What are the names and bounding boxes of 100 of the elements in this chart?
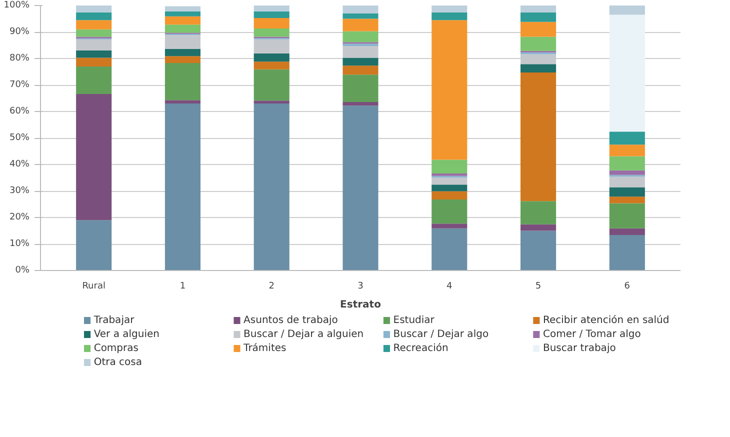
bar	[520, 224, 556, 231]
bar	[76, 66, 112, 94]
legend-label: Buscar trabajo	[542, 343, 616, 354]
bar	[432, 177, 468, 185]
x-tick-label: 2	[268, 282, 274, 292]
legend-label: Recibir atención en salúd	[542, 315, 670, 326]
bar	[254, 104, 290, 270]
bar	[164, 100, 200, 104]
bar	[76, 6, 112, 12]
legend-label: Comer / Tomar algo	[542, 329, 641, 340]
bar	[254, 69, 290, 101]
bar	[254, 6, 290, 12]
x-tick-label: 3	[358, 282, 364, 292]
bar	[609, 14, 645, 132]
bar	[432, 199, 468, 224]
bar	[164, 11, 200, 16]
x-tick-label: 1	[180, 282, 186, 292]
bar	[520, 12, 556, 22]
bar	[432, 20, 468, 160]
bar	[609, 144, 645, 156]
y-tick-label: 20%	[9, 212, 30, 222]
bar	[432, 191, 468, 200]
bar	[164, 6, 200, 12]
bar	[254, 39, 290, 54]
bar	[164, 104, 200, 270]
x-tick-label: 6	[624, 282, 630, 292]
bar	[342, 74, 378, 102]
bar	[432, 224, 468, 228]
y-tick-label: 70%	[9, 80, 30, 90]
bar	[342, 58, 378, 66]
legend-label: Trabajar	[92, 315, 136, 326]
bar	[609, 203, 645, 228]
bar	[609, 196, 645, 204]
bar	[432, 6, 468, 12]
x-tick-label: 4	[446, 282, 453, 292]
bar	[342, 44, 378, 46]
bar	[432, 12, 468, 20]
bar	[432, 184, 468, 192]
y-tick-label: 40%	[9, 160, 30, 170]
x-axis-title: Estrato	[340, 300, 382, 310]
legend-label: Ver a alguien	[94, 329, 160, 340]
legend-label: Asuntos de trabajo	[244, 315, 338, 326]
bar	[76, 20, 112, 30]
bar	[342, 6, 378, 14]
y-tick-label: 0%	[15, 266, 30, 276]
bar	[609, 176, 645, 188]
bar	[432, 160, 468, 174]
legend-label: Buscar / Dejar algo	[393, 329, 489, 340]
y-tick-label: 60%	[9, 106, 30, 116]
legend-label: Otra cosa	[94, 357, 142, 368]
bar	[609, 187, 645, 197]
bar	[254, 53, 290, 62]
bar	[342, 13, 378, 19]
y-tick-label: 30%	[9, 186, 30, 196]
bar	[342, 66, 378, 75]
bar	[164, 48, 200, 56]
bar	[76, 12, 112, 20]
bar	[609, 132, 645, 145]
bar	[164, 35, 200, 49]
bar	[76, 220, 112, 270]
bar	[609, 170, 645, 175]
bar	[76, 29, 112, 37]
bar	[254, 62, 290, 70]
bar	[76, 58, 112, 66]
y-tick-label: 90%	[9, 27, 30, 37]
legend-label: Recreación	[393, 343, 448, 354]
bar	[342, 18, 378, 32]
bar	[342, 46, 378, 58]
bar	[520, 22, 556, 37]
bar	[342, 31, 378, 42]
bar	[164, 24, 200, 33]
bar	[520, 72, 556, 202]
bar	[609, 6, 645, 15]
legend-label: Buscar / Dejar a alguien	[244, 329, 364, 340]
legend-label: Compras	[94, 343, 138, 354]
bar	[609, 156, 645, 170]
bar	[254, 28, 290, 37]
x-tick-label: 5	[535, 282, 542, 292]
y-tick-label: 80%	[9, 54, 30, 64]
bar	[164, 56, 200, 64]
bar	[164, 63, 200, 100]
bar	[76, 39, 112, 51]
bar	[609, 228, 645, 235]
bar	[520, 230, 556, 270]
y-tick-label: 50%	[9, 133, 30, 143]
legend-label: Estudiar	[393, 315, 436, 326]
y-tick-label: 100%	[4, 0, 30, 10]
bar	[164, 16, 200, 25]
bar	[76, 50, 112, 58]
x-tick-label: Rural	[82, 282, 106, 292]
bar	[609, 234, 645, 270]
bar	[520, 201, 556, 224]
bar	[432, 228, 468, 270]
y-tick-label: 10%	[9, 239, 30, 249]
bar	[254, 11, 290, 18]
bar	[76, 94, 112, 220]
legend-label: Trámites	[242, 343, 286, 354]
bar	[254, 18, 290, 29]
bar	[520, 54, 556, 64]
bar	[520, 36, 556, 51]
